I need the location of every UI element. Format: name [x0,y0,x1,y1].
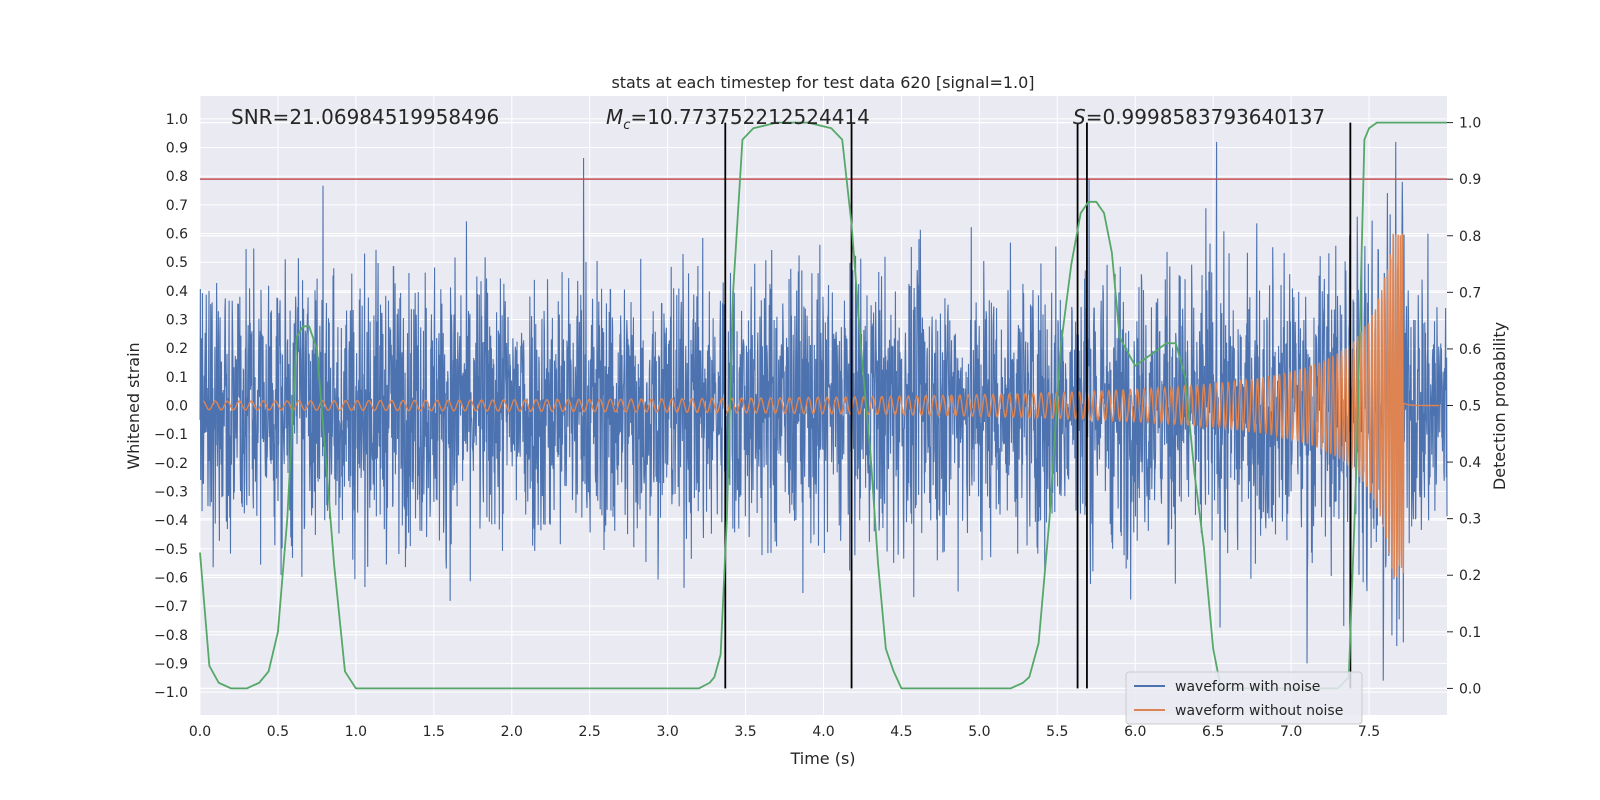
y-tick-label: −0.1 [154,427,188,443]
x-tick-label: 5.0 [968,724,990,740]
y-tick-label: −0.3 [154,484,188,500]
x-tick-label: 1.5 [423,724,445,740]
y-tick-label: 1.0 [166,112,188,128]
series-waveform-without-noise [202,233,1440,578]
x-tick-label: 7.5 [1358,724,1380,740]
series-detection-probability [199,121,1447,690]
y2-tick-label: 0.1 [1459,625,1481,641]
y-axis-label: Whitened strain [124,342,143,469]
s-symbol: S [1073,105,1086,129]
probability-line [199,121,1447,690]
y-tick-labels: 1.0 0.9 0.8 0.7 0.6 0.5 0.4 0.3 0.2 0.1 0.0 −0.1 −0.… [154,112,188,701]
x-tick-label: 2.5 [579,724,601,740]
y-tick-label: −0.7 [154,599,188,615]
y-tick-label: 0.2 [166,341,188,357]
x-tick-label: 2.0 [501,724,523,740]
noise-waveform-line [199,141,1448,681]
detection-vlines [724,122,1352,689]
s-value: 0.9998583793640137 [1102,105,1325,129]
x-tick-label: 4.0 [812,724,834,740]
chart-title: stats at each timestep for test data 620… [611,73,1034,92]
y2-tick-label: 0.6 [1459,342,1481,358]
mc-subscript: c [623,118,630,133]
snr-prefix: SNR= [231,105,289,129]
y-tick-label: −0.8 [154,628,188,644]
y2-tick-label: 0.7 [1459,285,1481,301]
y-tick-label: −1.0 [154,685,188,701]
mc-value: 10.773752212524414 [647,105,870,129]
y-tick-label: 0.3 [166,313,188,329]
x-tick-label: 3.0 [656,724,678,740]
y-tick-label: −0.4 [154,513,188,529]
y-tick-label: 0.9 [166,141,188,157]
y-tick-label: 0.5 [166,255,188,271]
x-tick-label: 1.0 [345,724,367,740]
y-tick-label: 0.0 [166,399,188,415]
x-tick-label: 6.0 [1124,724,1146,740]
legend-label-noise: waveform with noise [1175,679,1320,695]
x-axis-label: Time (s) [789,749,855,768]
chirp-mass-annotation: Mc=10.773752212524414 [606,105,870,133]
x-tick-label: 6.5 [1202,724,1224,740]
y-tick-label: 0.1 [166,370,188,386]
x-tick-label: 4.5 [890,724,912,740]
series-waveform-with-noise [199,141,1448,681]
y2-tick-label: 0.9 [1459,172,1481,188]
y-tick-label: −0.2 [154,456,188,472]
y-tick-label: −0.9 [154,656,188,672]
y2-tick-label: 0.5 [1459,399,1481,415]
y-tick-label: 0.7 [166,198,188,214]
clean-waveform-line [202,233,1440,578]
x-tick-label: 5.5 [1046,724,1068,740]
mc-symbol: M [606,105,623,129]
y2-tick-label: 0.4 [1459,455,1481,471]
snr-value: 21.06984519958496 [289,105,499,129]
y2-tick-label: 0.2 [1459,568,1481,584]
y2-tick-label: 0.3 [1459,512,1481,528]
x-tick-label: 7.0 [1280,724,1302,740]
x-tick-labels: 0.0 0.5 1.0 1.5 2.0 2.5 3.0 3.5 4.0 4.5 5.0 5.5 6.0 6… [189,724,1380,740]
y2-tick-label: 0.8 [1459,229,1481,245]
y2-axis-label: Detection probability [1490,322,1509,490]
x-tick-label: 0.5 [267,724,289,740]
s-equals: = [1086,105,1103,129]
x-tick-label: 3.5 [734,724,756,740]
y2-tick-labels: 0.0 0.1 0.2 0.3 0.4 0.5 0.6 0.7 0.8 0.9 1.0 [1447,116,1481,697]
y2-tick-label: 1.0 [1459,116,1481,132]
x-tick-label: 0.0 [189,724,211,740]
snr-annotation: SNR=21.06984519958496 [231,105,499,129]
y-tick-label: −0.5 [154,542,188,558]
y-tick-label: 0.8 [166,169,188,185]
y-tick-label: 0.6 [166,227,188,243]
y2-tick-label: 0.0 [1459,681,1481,697]
score-annotation: S=0.9998583793640137 [1073,105,1325,129]
legend: waveform with noise waveform without noi… [1125,671,1363,725]
y-tick-label: −0.6 [154,570,188,586]
legend-label-clean: waveform without noise [1175,703,1343,719]
mc-equals: = [630,105,647,129]
legend-box [1125,671,1363,725]
y-tick-label: 0.4 [166,284,188,300]
